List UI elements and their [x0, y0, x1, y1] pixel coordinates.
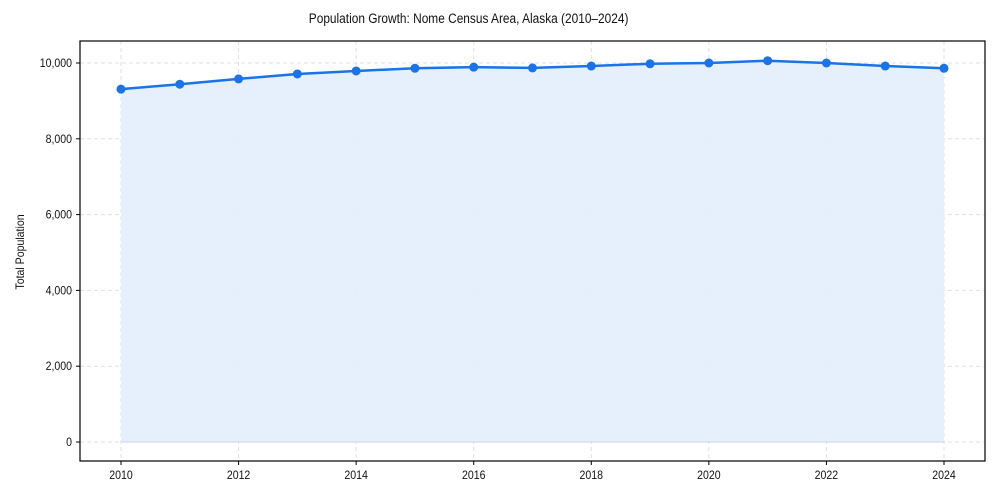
x-tick-label: 2024 — [932, 469, 955, 482]
axes-frame — [79, 40, 986, 462]
y-tick-label: 8,000 — [46, 133, 72, 146]
data-point — [645, 59, 655, 69]
data-point — [763, 56, 773, 66]
x-tick-label: 2016 — [462, 469, 485, 482]
data-point — [880, 61, 890, 71]
y-tick-label: 0 — [66, 436, 72, 449]
area-fill — [121, 60, 944, 442]
x-tick-label: 2018 — [580, 469, 603, 482]
data-point — [469, 62, 479, 72]
data-point — [939, 63, 949, 73]
y-tick-label: 6,000 — [46, 209, 72, 222]
x-tick-label: 2022 — [815, 469, 838, 482]
data-point — [528, 63, 537, 73]
x-tick-label: 2012 — [227, 469, 250, 482]
data-point — [586, 61, 596, 71]
y-tick-label: 10,000 — [40, 57, 72, 70]
data-point — [292, 69, 302, 79]
y-tick-label: 4,000 — [46, 285, 72, 298]
data-point — [175, 79, 185, 89]
data-point — [116, 84, 126, 94]
data-point — [704, 58, 714, 68]
data-point — [234, 74, 244, 84]
data-point — [410, 63, 420, 73]
data-point — [821, 58, 831, 68]
x-tick-label: 2010 — [109, 469, 132, 482]
y-tick-label: 2,000 — [46, 361, 72, 374]
x-tick-label: 2020 — [697, 469, 720, 482]
x-tick-label: 2014 — [344, 469, 367, 482]
chart-title: Population Growth: Nome Census Area, Ala… — [308, 11, 629, 26]
data-point — [351, 66, 361, 76]
